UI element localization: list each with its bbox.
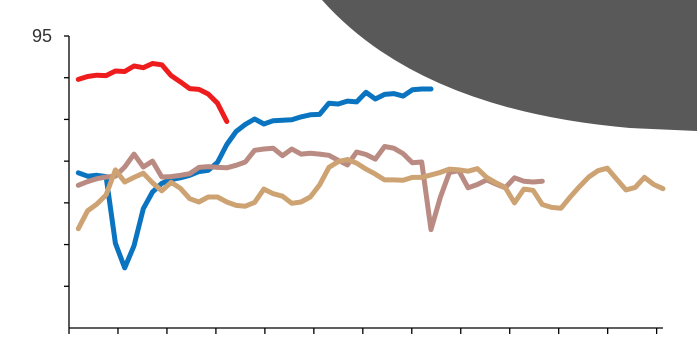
series-layer <box>75 61 666 271</box>
series-line-4 <box>75 157 666 232</box>
series-line-2 <box>75 86 434 271</box>
series-line-3 <box>75 144 545 233</box>
series-line-1 <box>75 61 230 124</box>
y-tick-label-max: 95 <box>32 26 52 46</box>
y-axis-ticks <box>64 35 69 287</box>
x-axis-ticks <box>68 328 658 334</box>
gray-shape <box>322 0 697 131</box>
chart-axes: 95 <box>32 26 663 334</box>
